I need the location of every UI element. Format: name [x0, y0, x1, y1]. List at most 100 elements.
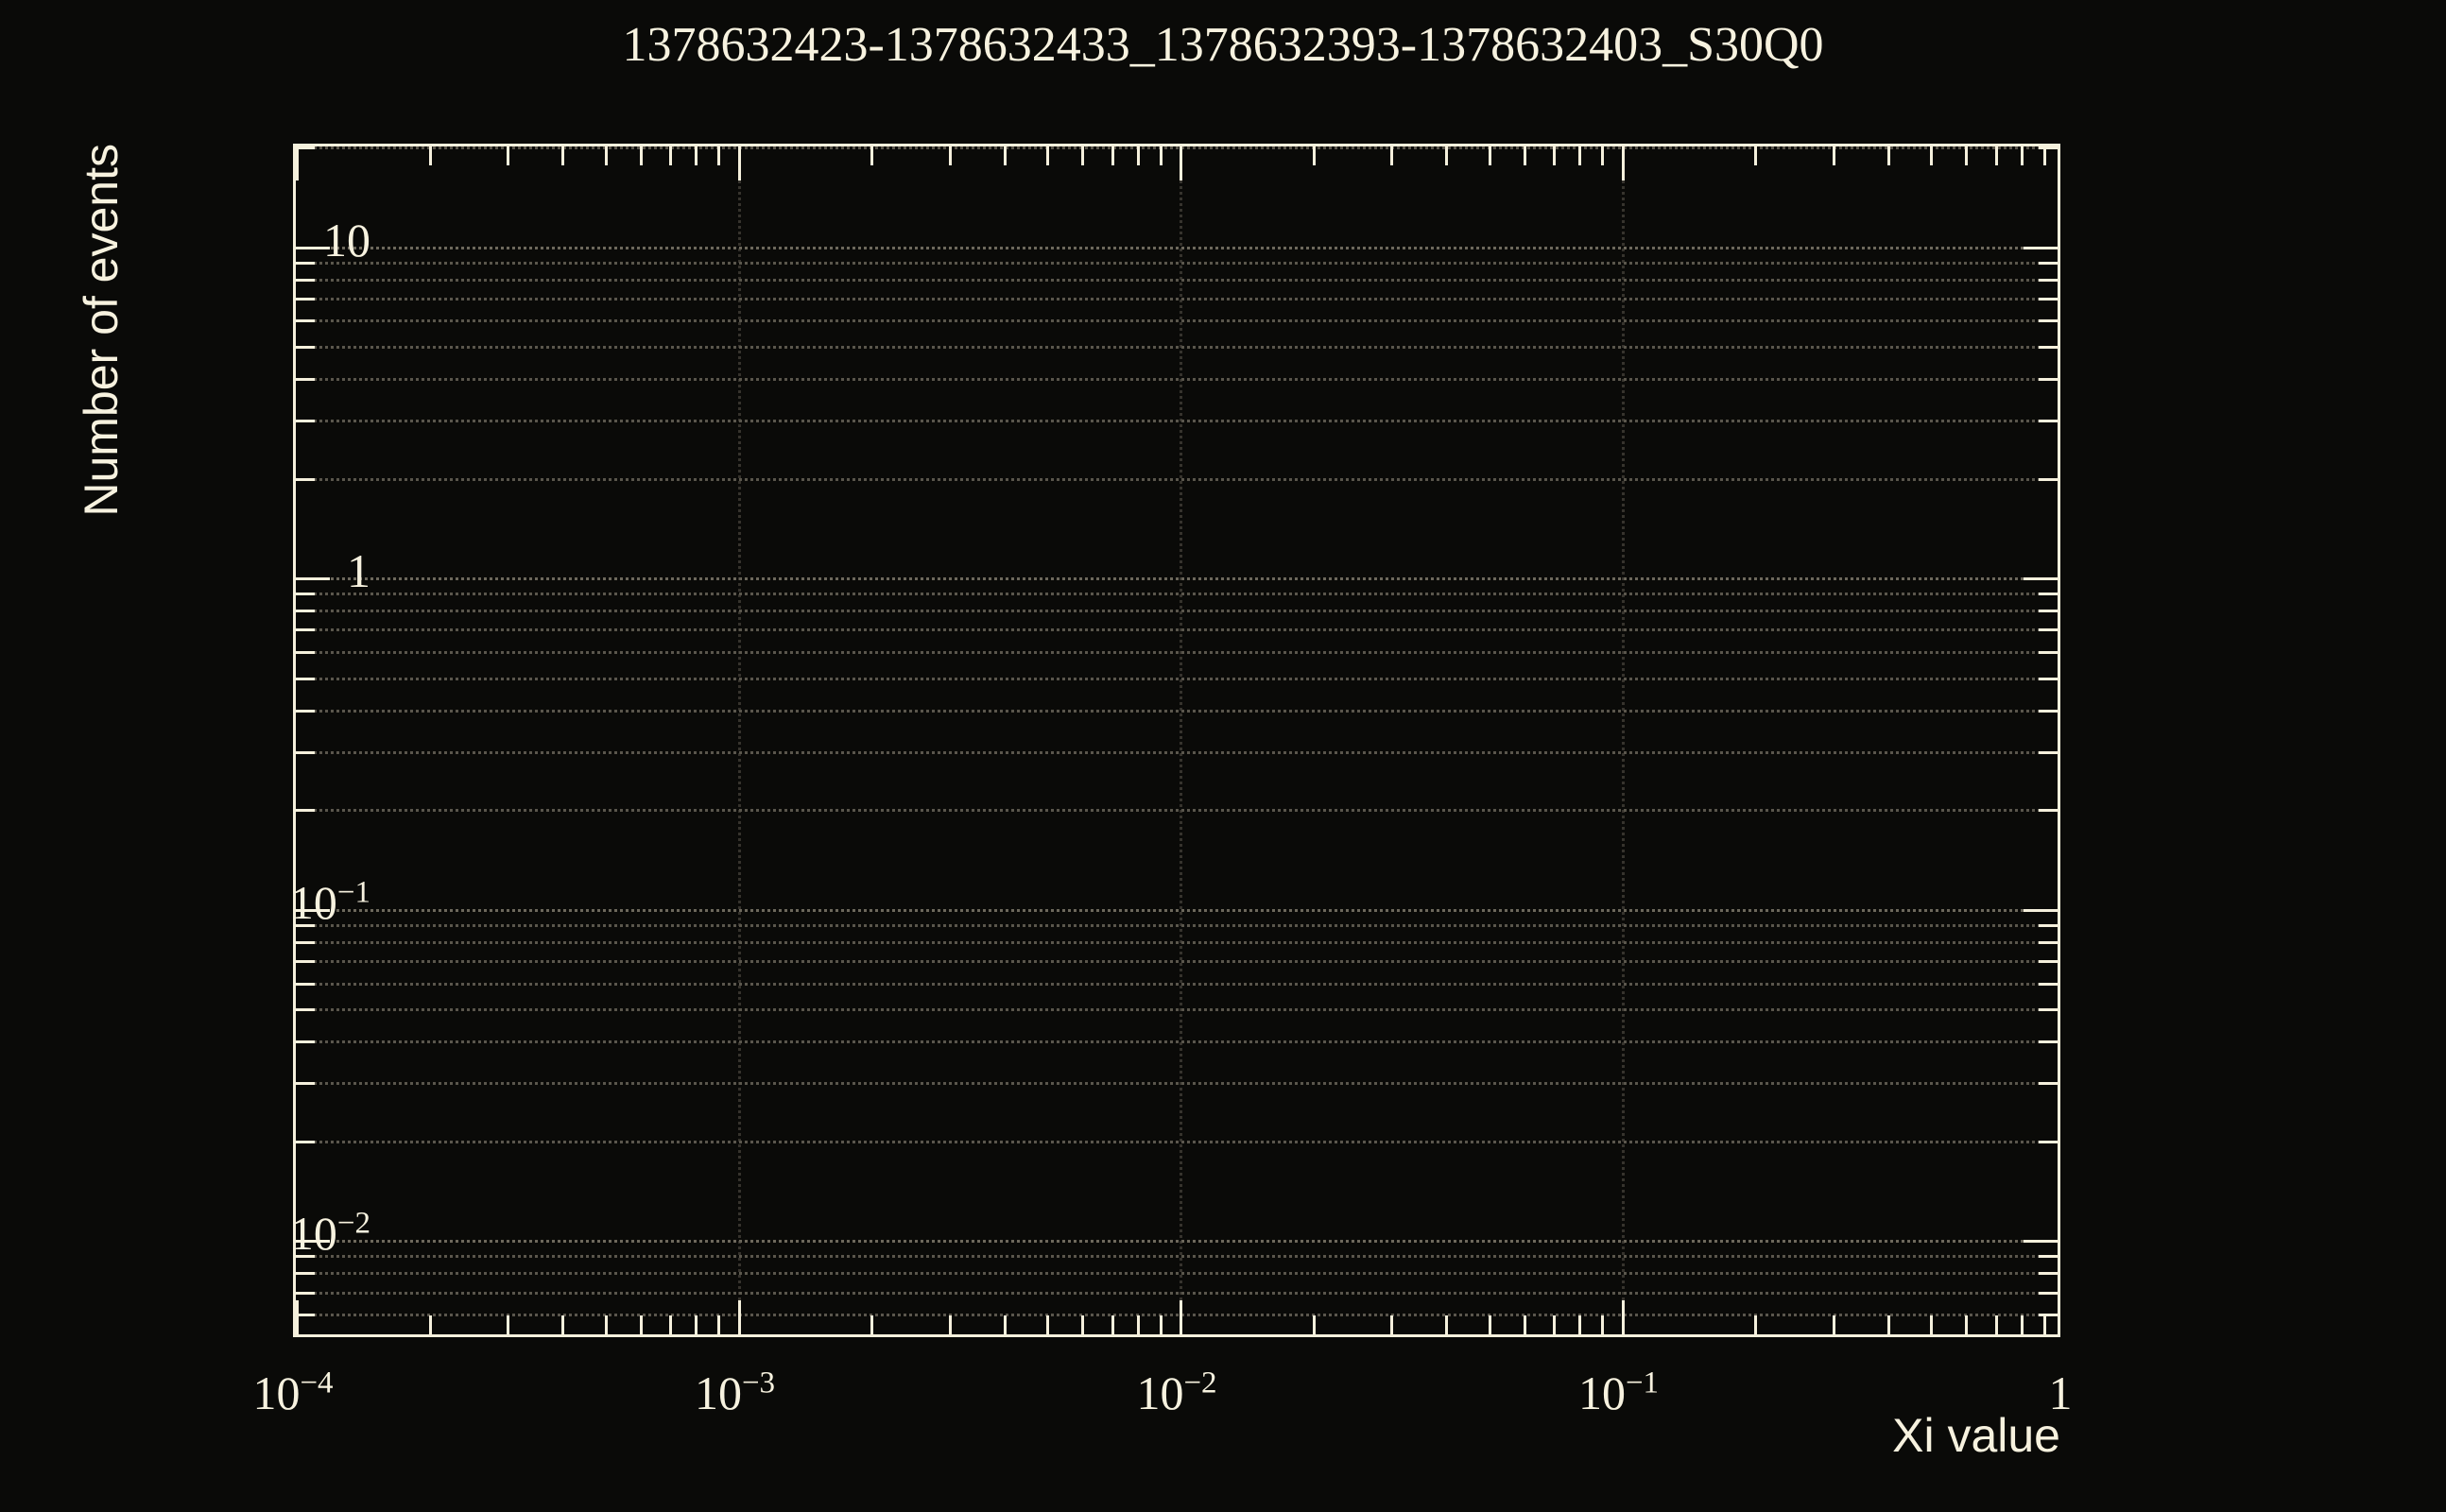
- y-axis-tick: [296, 1314, 315, 1317]
- plot-frame: [293, 144, 2060, 1337]
- y-axis-tick: [2024, 908, 2058, 912]
- y-axis-tick: [296, 1272, 315, 1276]
- x-axis-tick: [1111, 146, 1114, 165]
- y-axis-tick: [296, 940, 315, 944]
- y-axis-tick: [296, 610, 315, 613]
- y-axis-tick: [296, 628, 315, 632]
- gridline-horizontal: [296, 246, 2058, 249]
- y-axis-tick-label: 10−2: [289, 1206, 370, 1261]
- y-axis-tick: [296, 261, 315, 265]
- y-axis-tick: [2039, 650, 2058, 654]
- y-axis-tick: [296, 1240, 330, 1244]
- gridline-horizontal: [296, 1314, 2058, 1317]
- x-axis-tick: [1445, 146, 1449, 165]
- gridline-vertical: [737, 146, 741, 1334]
- y-axis-tick: [296, 1255, 315, 1259]
- y-axis-tick: [296, 146, 315, 149]
- y-axis-tick: [2039, 378, 2058, 382]
- y-axis-tick: [2039, 278, 2058, 282]
- gridline-horizontal: [296, 809, 2058, 813]
- gridline-horizontal: [296, 750, 2058, 754]
- x-axis-tick: [1965, 146, 1969, 165]
- y-axis-tick: [2039, 477, 2058, 481]
- x-axis-tick: [1754, 146, 1758, 165]
- gridline-horizontal: [296, 1240, 2058, 1244]
- gridline-horizontal: [296, 1255, 2058, 1259]
- gridline-horizontal: [296, 278, 2058, 282]
- x-axis-tick: [1754, 1315, 1758, 1334]
- x-axis-tick: [1003, 146, 1007, 165]
- x-axis-tick: [1994, 1315, 1998, 1334]
- y-axis-tick: [296, 750, 315, 754]
- gridline-horizontal: [296, 346, 2058, 350]
- y-axis-tick: [296, 709, 315, 713]
- gridline-horizontal: [296, 982, 2058, 986]
- x-axis-tick: [2042, 1315, 2046, 1334]
- x-axis-tick: [1046, 1315, 1050, 1334]
- x-axis-tick: [428, 1315, 432, 1334]
- x-axis-tick: [1081, 146, 1085, 165]
- y-axis-tick: [2039, 940, 2058, 944]
- x-axis-tick: [1832, 146, 1835, 165]
- y-axis-tick-label: 1: [347, 544, 370, 598]
- x-axis-tick: [1578, 1315, 1582, 1334]
- gridline-horizontal: [296, 709, 2058, 713]
- y-axis-tick: [296, 960, 315, 964]
- y-axis-tick: [2039, 1272, 2058, 1276]
- gridline-horizontal: [296, 477, 2058, 481]
- x-axis-tick: [639, 1315, 643, 1334]
- gridline-horizontal: [296, 419, 2058, 422]
- gridline-horizontal: [296, 1040, 2058, 1044]
- x-axis-tick: [1046, 146, 1050, 165]
- y-axis-tick: [296, 982, 315, 986]
- x-axis-tick: [870, 146, 874, 165]
- gridline-horizontal: [296, 908, 2058, 912]
- x-axis-tick: [737, 1300, 741, 1334]
- x-axis-tick: [428, 146, 432, 165]
- gridline-horizontal: [296, 577, 2058, 581]
- gridline-horizontal: [296, 628, 2058, 632]
- x-axis-tick: [1180, 146, 1182, 180]
- gridline-horizontal: [296, 940, 2058, 944]
- y-axis-tick: [2039, 593, 2058, 596]
- x-axis-tick: [1930, 146, 1934, 165]
- x-axis-tick: [1886, 1315, 1890, 1334]
- x-axis-title: Xi value: [1892, 1409, 2060, 1462]
- x-axis-tick: [1621, 1300, 1625, 1334]
- y-axis-tick: [2039, 1008, 2058, 1012]
- gridline-horizontal: [296, 1272, 2058, 1276]
- y-axis-tick: [2039, 146, 2058, 149]
- y-axis-tick: [296, 677, 315, 680]
- x-axis-tick: [1930, 1315, 1934, 1334]
- y-axis-tick: [296, 593, 315, 596]
- x-axis-tick: [669, 146, 673, 165]
- x-axis-tick: [1159, 1315, 1163, 1334]
- gridline-horizontal: [296, 297, 2058, 301]
- x-axis-tick-label: 10−3: [694, 1366, 776, 1419]
- gridline-horizontal: [296, 593, 2058, 596]
- y-axis-tick: [2039, 709, 2058, 713]
- x-axis-tick: [604, 146, 608, 165]
- y-axis-tick: [296, 1140, 315, 1143]
- y-axis-tick: [296, 246, 330, 249]
- y-axis-tick: [296, 346, 315, 350]
- x-axis-tick: [1523, 146, 1526, 165]
- x-axis-tick: [1832, 1315, 1835, 1334]
- y-axis-tick: [2039, 1082, 2058, 1086]
- y-axis-tick: [296, 1291, 315, 1295]
- y-axis-tick: [296, 1008, 315, 1012]
- y-axis-tick: [296, 577, 330, 581]
- page-title: 1378632423-1378632433_1378632393-1378632…: [622, 18, 1824, 72]
- gridline-horizontal: [296, 378, 2058, 382]
- gridline-horizontal: [296, 650, 2058, 654]
- x-axis-tick: [948, 1315, 952, 1334]
- y-axis-tick: [2039, 419, 2058, 422]
- x-axis-tick: [296, 1300, 299, 1334]
- x-axis-tick: [507, 1315, 510, 1334]
- y-axis-tick: [2039, 923, 2058, 927]
- y-axis-tick: [2039, 982, 2058, 986]
- y-axis-tick: [2039, 750, 2058, 754]
- x-axis-tick: [948, 146, 952, 165]
- y-axis-tick: [296, 1040, 315, 1044]
